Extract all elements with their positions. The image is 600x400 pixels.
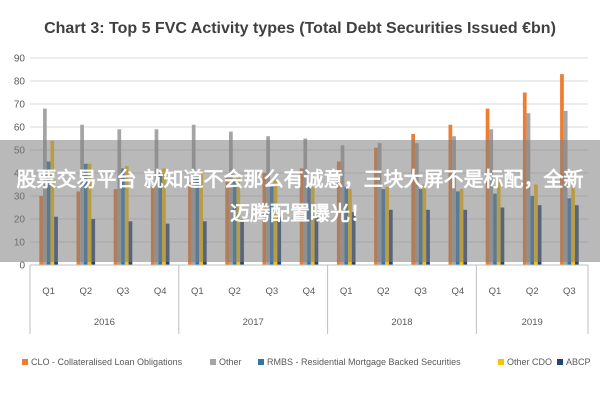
legend-swatch (498, 359, 504, 365)
x-category-label: Q2 (377, 286, 390, 297)
legend-label: ABCP (566, 357, 591, 367)
x-category-label: Q1 (340, 286, 353, 297)
y-tick-label: 90 (14, 54, 26, 65)
x-group-label: 2016 (94, 317, 115, 328)
x-category-label: Q4 (303, 286, 316, 297)
legend-swatch (258, 359, 264, 365)
overlay-caption: 股票交易平台 就知道不会那么有诚意，三块大屏不是标配，全新迈腾配置曝光！ (16, 167, 584, 225)
y-tick-label: 60 (14, 123, 26, 134)
legend-label: Other CDO (507, 357, 552, 367)
legend-swatch (557, 359, 563, 365)
chart-title: Chart 3: Top 5 FVC Activity types (Total… (44, 20, 556, 37)
x-category-label: Q3 (414, 286, 427, 297)
x-category-label: Q3 (117, 286, 130, 297)
legend: CLO - Collateralised Loan Obligations Oth… (22, 357, 591, 367)
x-category-label: Q2 (526, 286, 539, 297)
x-category-label: Q2 (79, 286, 92, 297)
x-category-label: Q1 (489, 286, 502, 297)
x-category-label: Q1 (42, 286, 55, 297)
x-category-label: Q3 (265, 286, 278, 297)
overlay-banner (0, 140, 600, 262)
x-category-label: Q2 (228, 286, 241, 297)
x-category-label: Q4 (451, 286, 464, 297)
legend-label: CLO - Collateralised Loan Obligations (31, 357, 183, 367)
legend-swatch (210, 359, 216, 365)
x-category-label: Q3 (563, 286, 576, 297)
legend-swatch (22, 359, 28, 365)
x-group-label: 2018 (391, 317, 412, 328)
x-category-label: Q4 (154, 286, 167, 297)
y-tick-label: 70 (14, 100, 26, 111)
y-tick-label: 0 (19, 261, 25, 272)
y-tick-label: 80 (14, 77, 26, 88)
x-axis: Q1 Q2 Q3 Q4 Q1 Q2 Q3 Q4 Q1 Q2 Q3 Q4 Q1 Q2 Q3 2016 2017 20… (29, 264, 589, 334)
x-group-label: 2017 (243, 317, 264, 328)
x-category-label: Q1 (191, 286, 204, 297)
x-group-label: 2019 (522, 317, 543, 328)
legend-label: Other (219, 357, 242, 367)
legend-label: RMBS - Residential Mortgage Backed Secur… (267, 357, 461, 367)
